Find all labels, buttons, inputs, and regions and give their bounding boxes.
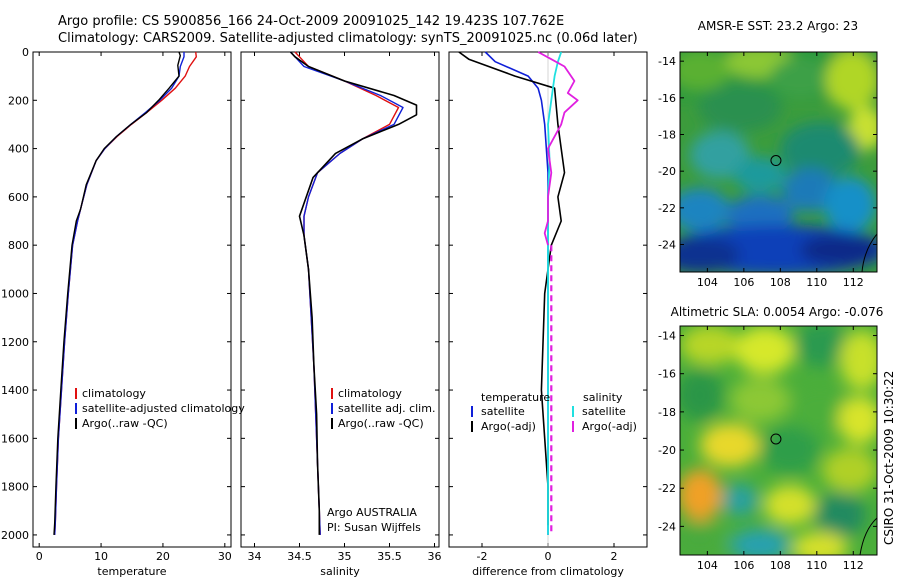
side-stamp: CSIRO 31-Oct-2009 10:30:22	[882, 371, 896, 545]
map-y-tick-label: -16	[658, 92, 676, 105]
legend-label: satellite	[582, 405, 626, 418]
map-y-tick-label: -22	[658, 482, 676, 495]
argo-location-marker	[770, 155, 782, 167]
legend-label: Argo(..raw -QC)	[82, 417, 168, 430]
sla-map-title: Altimetric SLA: 0.0054 Argo: -0.076	[671, 305, 884, 319]
sla-map-axes: 104 106 108 110 112 -14 -16 -18 -20 -22 -24	[658, 326, 877, 572]
difference-chart: -2 0 2 difference from climatology temperatu…	[449, 51, 647, 578]
sla-map	[680, 326, 877, 555]
map-y-tick-label: -18	[658, 406, 676, 419]
series-line	[547, 51, 563, 535]
map-x-tick-label: 110	[806, 276, 827, 289]
salinity-panel-frame	[240, 51, 440, 548]
sla-map-frame	[679, 325, 878, 556]
y-tick-label: 1200	[1, 336, 29, 349]
x-tick-label: 0	[545, 550, 552, 563]
map-y-tick-label: -16	[658, 368, 676, 381]
legend-label: Argo(..raw -QC)	[338, 417, 424, 430]
series-line	[484, 51, 549, 535]
y-tick-label: 800	[8, 239, 29, 252]
legend-label: climatology	[82, 387, 146, 400]
series-line	[54, 51, 197, 535]
map-y-tick-label: -14	[658, 330, 676, 343]
y-tick-label: 2000	[1, 529, 29, 542]
map-y-tick-label: -24	[658, 520, 676, 533]
x-tick-label: 0	[36, 550, 43, 563]
legend-label: Argo(-adj)	[481, 420, 536, 433]
legend-label: climatology	[338, 387, 402, 400]
y-tick-label: 0	[22, 46, 29, 59]
map-y-tick-label: -24	[658, 239, 676, 252]
y-tick-label: 200	[8, 94, 29, 107]
series-line	[54, 52, 185, 535]
y-tick-label: 400	[8, 143, 29, 156]
temperature-chart: 0 10 20 30 0 200 400 600 800 1000 1200 1400 1600 1800…	[1, 46, 245, 578]
map-x-tick-label: 108	[770, 559, 791, 572]
series-line	[53, 51, 181, 535]
legend-label: satellite adj. clim.	[338, 402, 435, 415]
sst-coastline	[861, 233, 877, 272]
x-tick-label: 35.5	[377, 550, 402, 563]
series-line	[458, 51, 566, 526]
x-axis-label: temperature	[97, 565, 166, 578]
sla-coastline	[859, 517, 877, 555]
legend-label: Argo(-adj)	[582, 420, 637, 433]
legend-group-title: temperature	[481, 391, 550, 404]
x-axis-label: difference from climatology	[472, 565, 624, 578]
y-tick-label: 1000	[1, 287, 29, 300]
pi-note: PI: Susan Wijffels	[327, 521, 421, 534]
map-x-tick-label: 108	[770, 276, 791, 289]
x-axis-label: salinity	[320, 565, 360, 578]
map-x-tick-label: 106	[733, 276, 754, 289]
series-line	[289, 51, 418, 535]
x-tick-label: 34.5	[287, 550, 312, 563]
x-tick-label: 20	[156, 550, 170, 563]
header-line-2: Climatology: CARS2009. Satellite-adjuste…	[58, 31, 638, 46]
map-x-tick-label: 112	[843, 276, 864, 289]
x-tick-label: 34	[248, 550, 262, 563]
argo-location-marker	[770, 433, 782, 445]
argo-australia-note: Argo AUSTRALIA	[327, 506, 417, 519]
map-x-tick-label: 104	[697, 559, 718, 572]
x-tick-label: 30	[218, 550, 232, 563]
x-tick-label: 35	[338, 550, 352, 563]
legend-group-title: salinity	[583, 391, 623, 404]
x-tick-label: 10	[94, 550, 108, 563]
map-y-tick-label: -14	[658, 55, 676, 68]
map-x-tick-label: 112	[843, 559, 864, 572]
header-line-1: Argo profile: CS 5900856_166 24-Oct-2009…	[58, 14, 564, 29]
temperature-panel-frame	[32, 51, 232, 548]
sst-map	[680, 52, 877, 272]
series-line	[537, 51, 579, 246]
map-y-tick-label: -20	[658, 165, 676, 178]
legend-label: satellite-adjusted climatology	[82, 402, 245, 415]
salinity-chart: 34 34.5 35 35.5 36 salinity climatology satelli…	[241, 51, 442, 578]
y-tick-label: 600	[8, 191, 29, 204]
sst-map-axes: 104 106 108 110 112 -14 -16 -18 -20 -22 -24	[658, 52, 877, 289]
map-y-tick-label: -22	[658, 202, 676, 215]
sst-map-frame	[679, 51, 878, 273]
map-x-tick-label: 110	[806, 559, 827, 572]
legend-label: satellite	[481, 405, 525, 418]
sla-field-patches	[680, 326, 877, 555]
map-y-tick-label: -18	[658, 129, 676, 142]
y-tick-label: 1600	[1, 432, 29, 445]
x-tick-label: -2	[477, 550, 488, 563]
x-tick-label: 36	[428, 550, 442, 563]
map-x-tick-label: 106	[733, 559, 754, 572]
y-tick-label: 1800	[1, 481, 29, 494]
sst-field-patches	[680, 52, 877, 272]
sst-map-title: AMSR-E SST: 23.2 Argo: 23	[698, 19, 858, 33]
x-tick-label: 2	[611, 550, 618, 563]
map-x-tick-label: 104	[697, 276, 718, 289]
series-line	[289, 51, 404, 535]
y-tick-label: 1400	[1, 384, 29, 397]
map-y-tick-label: -20	[658, 444, 676, 457]
